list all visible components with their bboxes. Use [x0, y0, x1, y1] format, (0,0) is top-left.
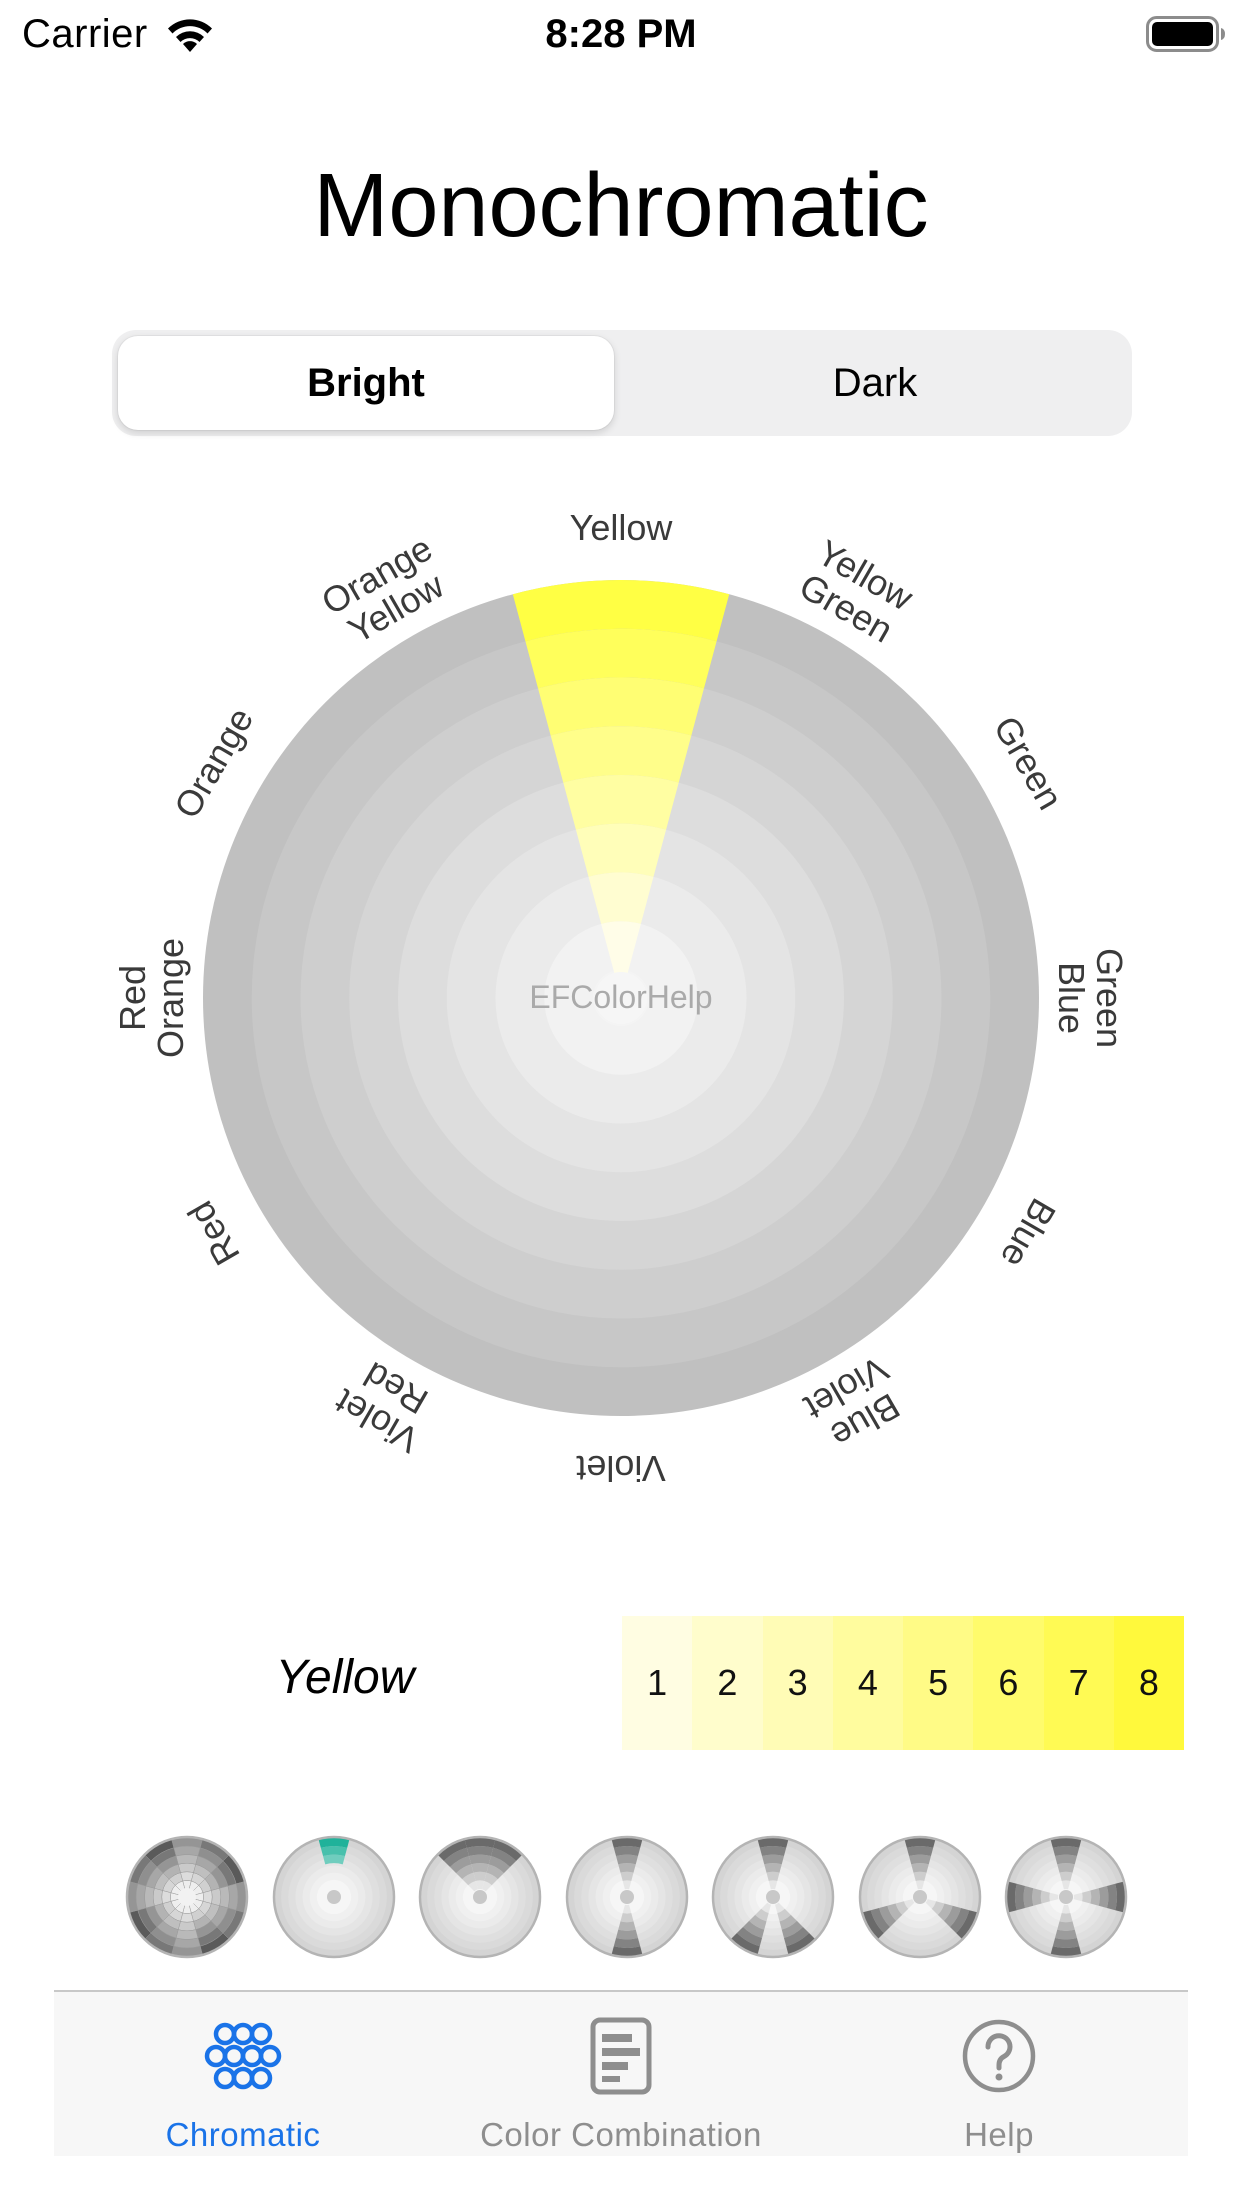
hue-label[interactable]: Orange — [166, 701, 262, 825]
svg-text:Green: Green — [1089, 948, 1130, 1048]
svg-text:Violet: Violet — [576, 1448, 665, 1489]
document-icon — [590, 2017, 652, 2095]
svg-text:Red: Red — [179, 1194, 248, 1272]
svg-text:Orange: Orange — [150, 938, 191, 1058]
page-title: Monochromatic — [313, 156, 929, 256]
circles-icon — [204, 2022, 282, 2090]
selected-hue-band — [588, 872, 654, 924]
tone-swatch[interactable]: 2 — [692, 1616, 763, 1750]
hue-label[interactable]: Violet — [576, 1448, 665, 1489]
tone-swatch[interactable]: 3 — [762, 1616, 833, 1750]
tab-color-combination-label: Color Combination — [480, 2116, 762, 2153]
hue-label[interactable]: Yellow — [570, 507, 674, 548]
svg-text:Orange: Orange — [166, 701, 262, 825]
selected-hue-band — [538, 677, 704, 736]
tone-swatch[interactable]: 7 — [1043, 1616, 1114, 1750]
selected-hue-band — [550, 726, 692, 783]
tone-swatch[interactable]: 1 — [622, 1616, 693, 1750]
hue-label[interactable]: Green — [986, 709, 1072, 816]
segment-dark[interactable]: Dark — [832, 360, 918, 405]
tone-swatch[interactable]: 4 — [832, 1616, 903, 1750]
monochromatic-thumb[interactable] — [271, 1834, 397, 1960]
tab-chromatic[interactable]: Chromatic — [54, 1992, 432, 2156]
battery-full-icon — [1146, 16, 1225, 52]
wifi-icon — [168, 19, 212, 52]
selected-hue-band — [512, 580, 730, 642]
tab-help[interactable]: Help — [810, 1992, 1188, 2156]
color-wheel[interactable]: YellowYellowGreenGreenGreenBlueBlueBlueV… — [0, 470, 1242, 1550]
status-bar: Carrier 8:28 PM — [0, 0, 1242, 66]
question-circle-icon — [962, 2019, 1036, 2093]
selected-hue-band — [601, 921, 641, 998]
segment-bright[interactable]: Bright — [118, 336, 614, 430]
wheel-center-label: EFColorHelp — [529, 979, 712, 1015]
triadic-thumb[interactable] — [857, 1834, 983, 1960]
selected-color-name: Yellow — [275, 1651, 415, 1704]
tab-bar: Chromatic Color Combination Help — [54, 1990, 1188, 2156]
selected-hue-band — [525, 628, 717, 689]
clock: 8:28 PM — [545, 12, 697, 56]
svg-text:Red: Red — [112, 965, 153, 1031]
brightness-segmented-control: Bright Dark — [112, 330, 1132, 436]
hue-label[interactable]: Red — [179, 1194, 248, 1272]
analogous-thumb[interactable] — [417, 1834, 543, 1960]
tone-swatch[interactable]: 6 — [973, 1616, 1044, 1750]
full-wheel-thumb[interactable] — [124, 1834, 250, 1960]
tone-swatch[interactable]: 8 — [1113, 1616, 1184, 1750]
tone-swatch[interactable]: 5 — [903, 1616, 974, 1750]
selected-hue-band — [575, 823, 667, 877]
svg-text:Yellow: Yellow — [570, 507, 674, 548]
tetradic-thumb[interactable] — [1003, 1834, 1129, 1960]
svg-text:Blue: Blue — [1051, 962, 1092, 1034]
selected-hue-band — [563, 775, 679, 830]
tab-chromatic-label: Chromatic — [165, 2116, 321, 2153]
carrier-label: Carrier — [22, 12, 148, 56]
scheme-thumbnails — [0, 1834, 1242, 1970]
hue-label[interactable]: Blue — [993, 1192, 1065, 1275]
svg-text:Blue: Blue — [993, 1192, 1065, 1275]
svg-text:Green: Green — [986, 709, 1072, 816]
tab-color-combination[interactable]: Color Combination — [432, 1992, 810, 2156]
tab-help-label: Help — [964, 2116, 1034, 2153]
split-complementary-thumb[interactable] — [710, 1834, 836, 1960]
complementary-thumb[interactable] — [564, 1834, 690, 1960]
